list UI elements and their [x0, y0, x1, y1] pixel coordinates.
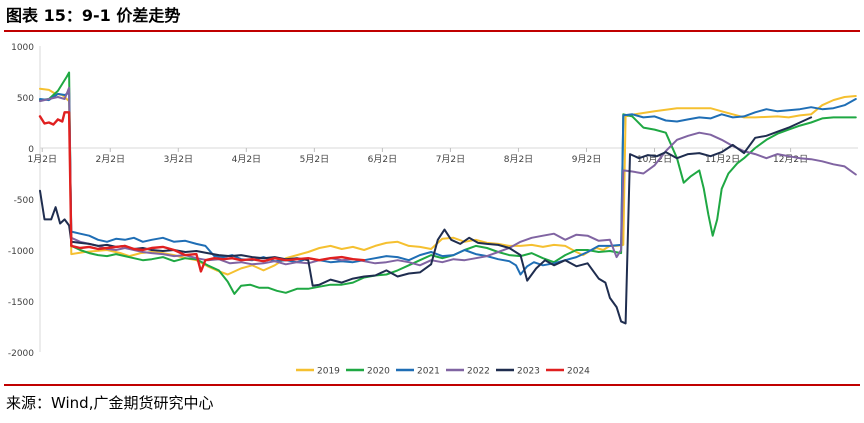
legend-label-2024: 2024 [567, 367, 590, 377]
legend-label-2023: 2023 [517, 367, 540, 377]
y-tick-label: 500 [17, 94, 34, 104]
legend-label-2020: 2020 [367, 367, 390, 377]
source-rule [4, 384, 860, 386]
x-tick-label: 10月2日 [637, 154, 672, 165]
x-tick-label: 6月2日 [368, 154, 397, 165]
series-line-2022 [39, 86, 857, 267]
x-tick-label: 12月2日 [773, 154, 808, 165]
y-tick-label: -2000 [8, 349, 34, 359]
legend-label-2022: 2022 [467, 367, 490, 377]
x-tick-label: 11月2日 [705, 154, 740, 165]
chart-svg: 1000 500 0 -500 -1000 -1500 -2000 1月2日 2月2日 3月2日 4… [8, 43, 858, 377]
x-tick-label: 8月2日 [504, 154, 533, 165]
x-tick-label: 9月2日 [572, 154, 601, 165]
y-tick-label: -500 [14, 196, 35, 206]
x-tick-label: 5月2日 [300, 154, 329, 165]
y-tick-label: 0 [28, 145, 34, 155]
series-line-2021 [39, 91, 857, 276]
y-tick-label: -1500 [8, 298, 34, 308]
series-line-2019 [39, 87, 857, 276]
x-tick-label: 7月2日 [436, 154, 465, 165]
y-tick-label: -1000 [8, 247, 34, 257]
chart-area: 1000 500 0 -500 -1000 -1500 -2000 1月2日 2月2日 3月2日 4… [0, 32, 864, 382]
x-tick-label: 4月2日 [232, 154, 261, 165]
y-tick-label: 1000 [11, 43, 34, 53]
source-note: 来源：Wind,广金期货研究中心 [6, 394, 214, 412]
series-line-2024 [38, 111, 366, 273]
legend-label-2021: 2021 [417, 367, 440, 377]
legend-label-2019: 2019 [317, 367, 340, 377]
title-rule [4, 30, 860, 32]
x-tick-label: 3月2日 [164, 154, 193, 165]
chart-title: 图表 15：9-1 价差走势 [6, 6, 181, 25]
x-tick-label: 1月2日 [28, 154, 57, 165]
x-tick-label: 2月2日 [96, 154, 125, 165]
series-line-2020 [39, 71, 857, 295]
